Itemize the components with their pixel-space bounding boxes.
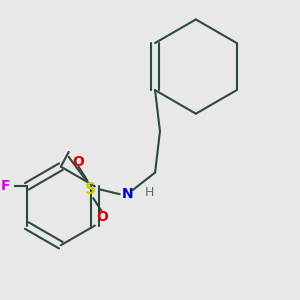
Text: F: F: [1, 179, 10, 193]
Text: N: N: [122, 187, 134, 201]
Text: H: H: [145, 186, 154, 199]
Text: S: S: [85, 182, 96, 197]
Text: O: O: [73, 155, 84, 169]
Text: O: O: [96, 210, 108, 224]
